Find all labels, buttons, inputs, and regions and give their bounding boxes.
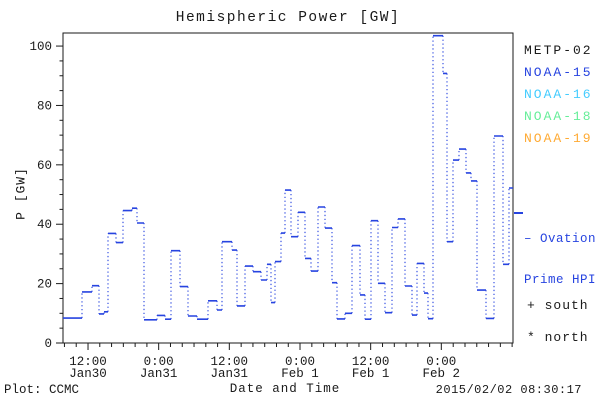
- y-tick-label: 20: [37, 278, 52, 292]
- y-axis-ticks: 0 20 40 60 80 100: [29, 40, 63, 351]
- x-tick-time-label: 12:00: [211, 355, 249, 369]
- timestamp-label: 2015/02/02 08:30:17: [435, 383, 582, 397]
- x-tick-date-label: Jan30: [69, 367, 107, 381]
- x-tick-date-label: Feb 1: [281, 367, 319, 381]
- legend-item-noaa15: NOAA-15: [524, 65, 593, 80]
- x-tick-date-label: Jan31: [140, 367, 178, 381]
- x-tick-time-label: 0:00: [144, 355, 174, 369]
- x-tick-time-label: 12:00: [352, 355, 390, 369]
- y-tick-label: 60: [37, 159, 52, 173]
- chart-title: Hemispheric Power [GW]: [175, 10, 401, 26]
- x-tick-date-label: Jan31: [211, 367, 249, 381]
- hpi-data-series: [63, 34, 513, 321]
- legend-ovation-line1: – Ovation: [524, 232, 597, 246]
- ovation-hpi-marker-line: [514, 212, 523, 214]
- legend-item-metp02: METP-02: [524, 43, 593, 58]
- x-tick-time-label: 12:00: [69, 355, 107, 369]
- y-tick-label: 40: [37, 218, 52, 232]
- legend-item-noaa19: NOAA-19: [524, 131, 593, 146]
- axes-frame: [62, 32, 514, 344]
- legend-ovation-line2: Prime HPI: [524, 272, 597, 287]
- y-tick-label: 100: [29, 40, 52, 54]
- north-marker-label: * north: [527, 330, 589, 345]
- south-marker-label: + south: [527, 298, 589, 313]
- y-axis-title: P [GW]: [13, 167, 29, 220]
- x-axis-title: Date and Time: [229, 382, 341, 396]
- legend-ovation-prime-hpi: – Ovation Prime HPI: [524, 206, 600, 314]
- x-tick-date-label: Feb 2: [423, 367, 461, 381]
- legend-satellites: METP-02 NOAA-15 NOAA-16 NOAA-18 NOAA-19: [524, 44, 600, 154]
- x-tick-date-label: Feb 1: [352, 367, 390, 381]
- plot-source-label: Plot: CCMC: [4, 383, 80, 397]
- legend-item-noaa18: NOAA-18: [524, 109, 593, 124]
- x-tick-time-label: 0:00: [285, 355, 315, 369]
- y-tick-label: 0: [44, 337, 52, 351]
- y-tick-label: 80: [37, 99, 52, 113]
- x-tick-time-label: 0:00: [426, 355, 456, 369]
- legend-item-noaa16: NOAA-16: [524, 87, 593, 102]
